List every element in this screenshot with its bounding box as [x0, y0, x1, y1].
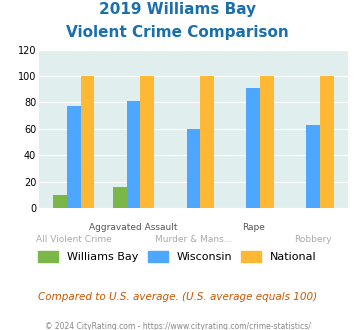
- Text: © 2024 CityRating.com - https://www.cityrating.com/crime-statistics/: © 2024 CityRating.com - https://www.city…: [45, 322, 310, 330]
- Bar: [53, 195, 67, 208]
- Bar: [81, 76, 94, 208]
- Text: Robbery: Robbery: [294, 235, 332, 244]
- Bar: [113, 187, 127, 208]
- Bar: [187, 129, 200, 208]
- Text: All Violent Crime: All Violent Crime: [36, 235, 111, 244]
- Text: Rape: Rape: [242, 223, 265, 232]
- Bar: [260, 76, 274, 208]
- Bar: [306, 125, 320, 208]
- Bar: [127, 101, 141, 208]
- Bar: [200, 76, 214, 208]
- Bar: [67, 106, 81, 208]
- Bar: [141, 76, 154, 208]
- Legend: Williams Bay, Wisconsin, National: Williams Bay, Wisconsin, National: [34, 247, 321, 267]
- Text: Murder & Mans...: Murder & Mans...: [155, 235, 232, 244]
- Text: Aggravated Assault: Aggravated Assault: [89, 223, 178, 232]
- Text: Violent Crime Comparison: Violent Crime Comparison: [66, 25, 289, 40]
- Bar: [320, 76, 334, 208]
- Text: 2019 Williams Bay: 2019 Williams Bay: [99, 2, 256, 16]
- Bar: [246, 88, 260, 208]
- Text: Compared to U.S. average. (U.S. average equals 100): Compared to U.S. average. (U.S. average …: [38, 292, 317, 302]
